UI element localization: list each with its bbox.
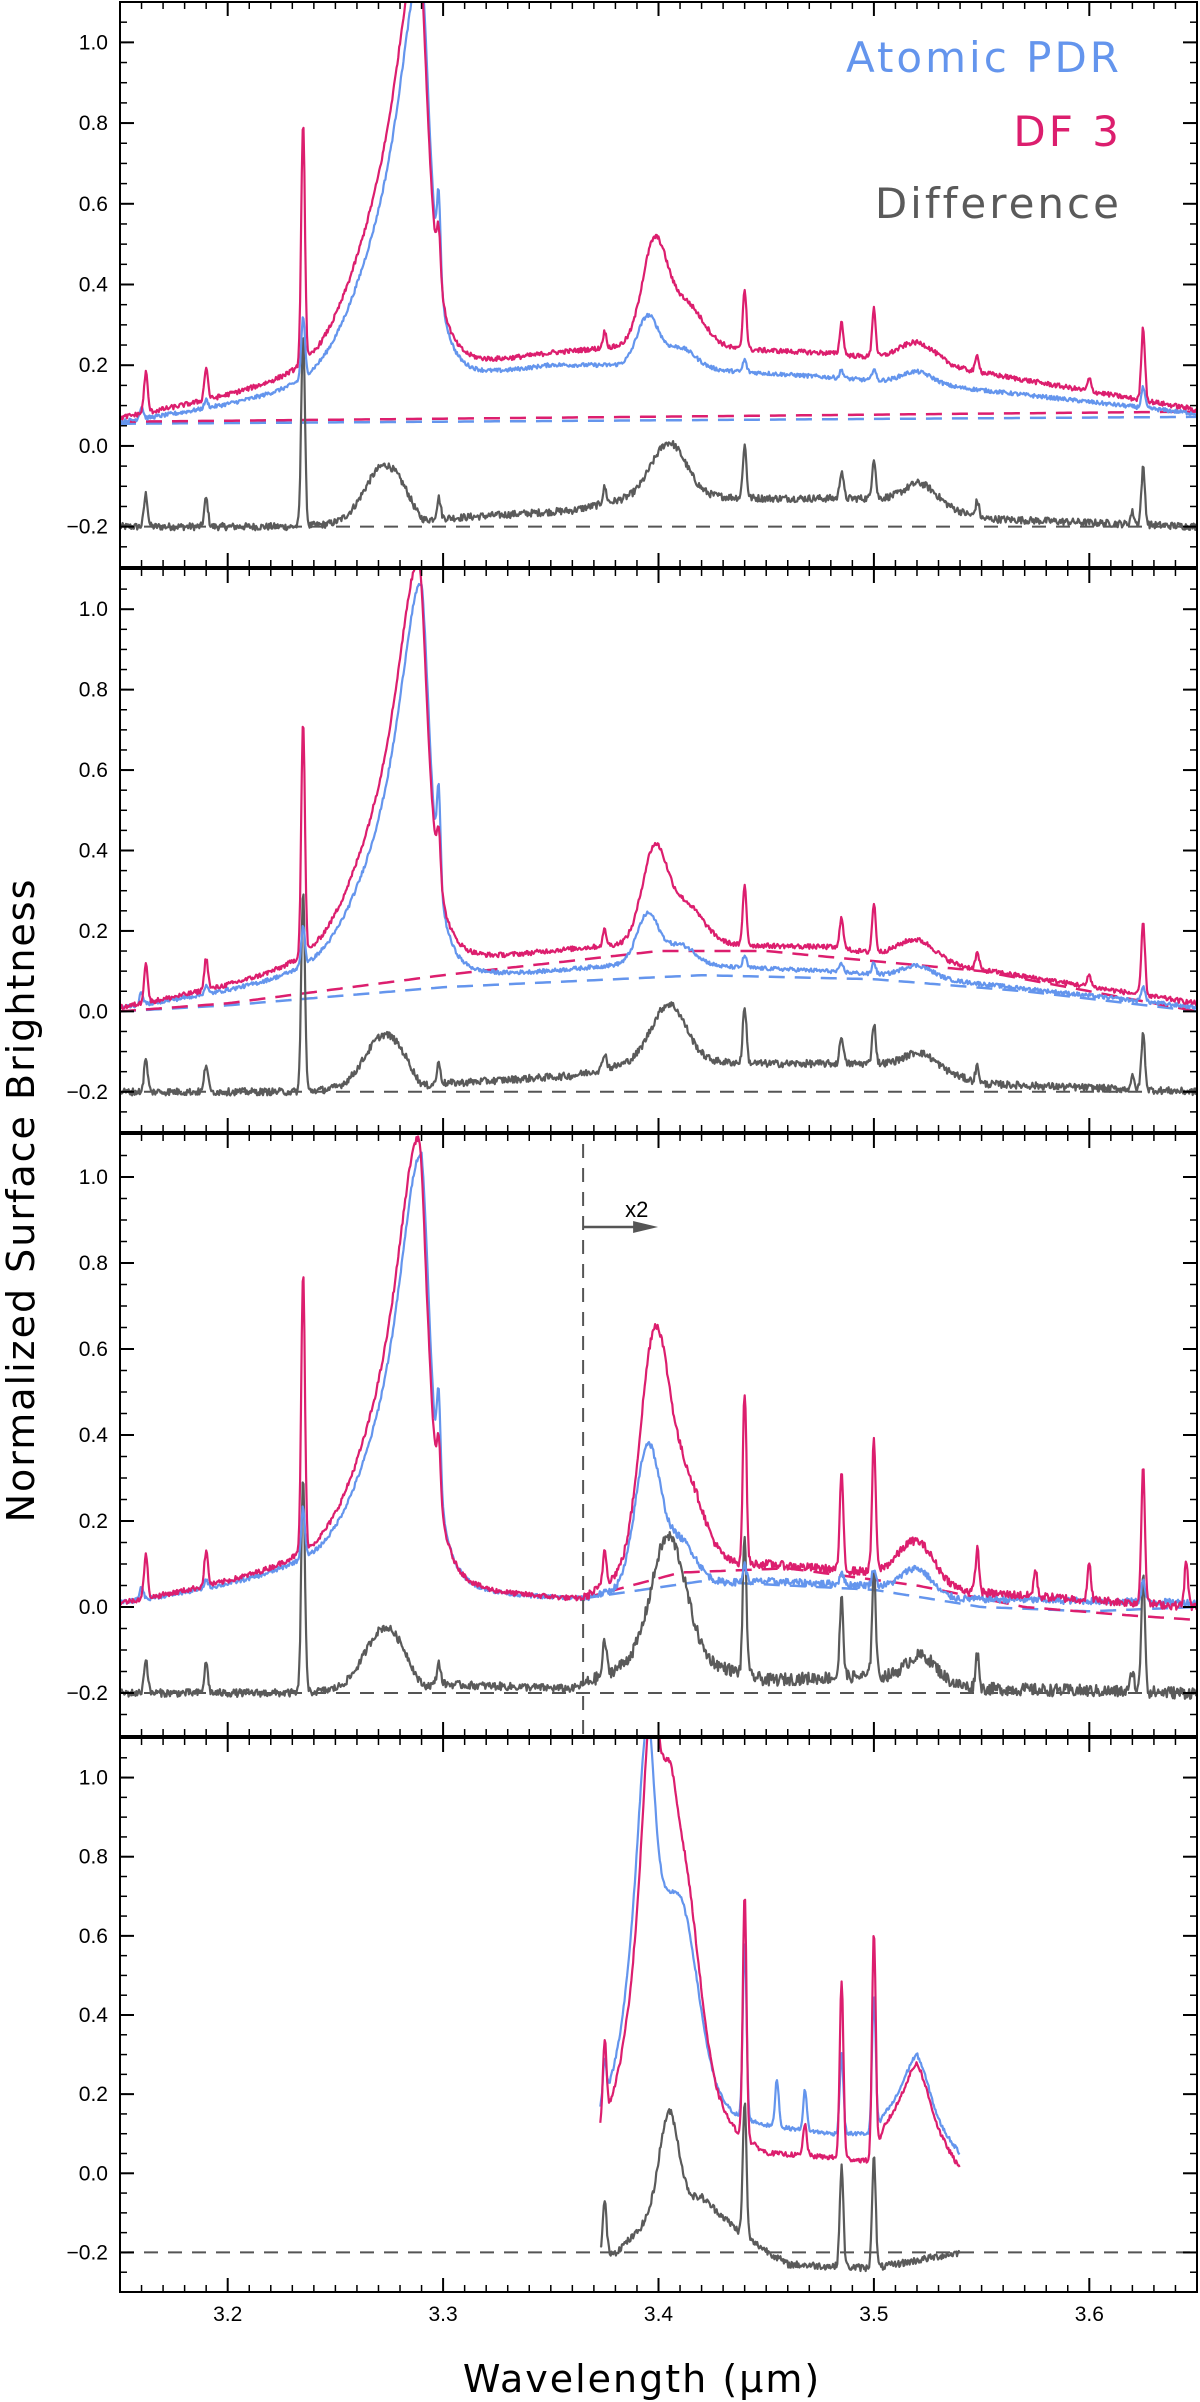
panel-2: −0.2 0.0 0.2 0.4 0.6 0.8 1.0 — [67, 568, 1198, 1133]
legend: Atomic PDR DF 3 Difference — [846, 33, 1122, 228]
panel-1-ytick-label: 0.2 — [79, 354, 108, 377]
panel-1-continuum — [120, 410, 1197, 528]
panel-2-atomic-pdr-series — [120, 582, 1197, 1010]
panel-4: −0.2 0.0 0.2 0.4 0.6 0.8 1.0 — [67, 1737, 1198, 2293]
x-axis-title: Wavelength (μm) — [463, 2357, 821, 2401]
panel-3-ytick-label: 0.6 — [79, 1338, 108, 1361]
panel-4-ytick-label: 0.8 — [79, 1846, 108, 1869]
panel-4-ytick-label: 0.6 — [79, 1925, 108, 1948]
panel-4-ytick-label: 0.4 — [79, 2004, 109, 2027]
panel-4-spectra — [599, 1738, 961, 2273]
panel-1-axes: −0.2 0.0 0.2 0.4 0.6 0.8 1.0 — [67, 1, 1198, 568]
legend-difference: Difference — [875, 179, 1122, 228]
panel-2-df3-series — [120, 569, 1197, 1010]
panel-1-df3-series — [120, 2, 1197, 421]
panel-3: −0.2 0.0 0.2 0.4 0.6 0.8 1.0 x2 — [67, 1133, 1198, 1737]
panel-3-ytick-label: 0.4 — [79, 1424, 109, 1447]
panel-3-ytick-label: 0.2 — [79, 1510, 108, 1533]
scale-arrow-head — [633, 1221, 659, 1233]
panel-2-ytick-label: 0.8 — [79, 679, 108, 702]
panel-3-ytick-label: −0.2 — [67, 1682, 108, 1705]
panel-3-axes: −0.2 0.0 0.2 0.4 0.6 0.8 1.0 — [67, 1133, 1198, 1737]
panel-4-frame — [119, 1737, 1198, 2293]
panel-3-continuum — [120, 1567, 1197, 1694]
panel-1-ytick-label: 0.6 — [79, 193, 108, 216]
x-tick-labels: 3.2 3.3 3.4 3.5 3.6 — [213, 2303, 1104, 2326]
panel-1-ytick-label: 1.0 — [79, 31, 108, 54]
panel-4-df3-series — [599, 1738, 961, 2168]
panel-3-atomic-pdr-series — [120, 1151, 1197, 1607]
legend-atomic-pdr: Atomic PDR — [846, 33, 1122, 82]
panel-2-ytick-label: −0.2 — [67, 1081, 108, 1104]
panel-3-ytick-label: 0.8 — [79, 1252, 108, 1275]
panel-2-ytick-label: 0.4 — [79, 840, 109, 863]
panel-2-ytick-label: 0.0 — [79, 1000, 108, 1023]
panel-1-ytick-label: −0.2 — [67, 516, 108, 539]
panel-1-ytick-label: 0.0 — [79, 435, 108, 458]
panel-4-ytick-label: 0.2 — [79, 2083, 108, 2106]
panel-2-ytick-label: 1.0 — [79, 598, 108, 621]
xtick-label: 3.6 — [1075, 2303, 1104, 2326]
panel-4-ytick-label: 0.0 — [79, 2162, 108, 2185]
panel-3-difference-series — [120, 1481, 1197, 1700]
scale-annotation: x2 — [582, 1144, 659, 1736]
panel-2-continuum — [120, 949, 1197, 1093]
panel-3-pdr-continuum — [582, 1580, 1195, 1613]
panel-1-spectra — [120, 2, 1197, 532]
y-axis-title: Normalized Surface Brightness — [0, 878, 43, 1523]
legend-df3: DF 3 — [1013, 107, 1122, 156]
panel-3-ytick-label: 1.0 — [79, 1166, 108, 1189]
panel-4-ytick-label: −0.2 — [67, 2241, 108, 2264]
panel-3-spectra — [120, 1135, 1197, 1700]
xtick-label: 3.5 — [859, 2303, 888, 2326]
panel-2-ytick-label: 0.6 — [79, 759, 108, 782]
panel-3-df3-series — [120, 1135, 1197, 1612]
xtick-label: 3.2 — [213, 2303, 242, 2326]
panel-2-ytick-label: 0.2 — [79, 920, 108, 943]
panel-2-difference-series — [120, 893, 1197, 1097]
panel-4-difference-series — [599, 2102, 961, 2273]
panel-4-atomic-pdr-series — [599, 1738, 961, 2156]
panel-1-df3-continuum — [120, 410, 1197, 423]
panel-1: −0.2 0.0 0.2 0.4 0.6 0.8 1.0 Atomic PDR DF 3 D… — [67, 1, 1198, 568]
panel-3-frame — [119, 1133, 1198, 1737]
panel-2-pdr-continuum — [120, 973, 1197, 1013]
panel-3-ytick-label: 0.0 — [79, 1596, 108, 1619]
panel-2-df3-continuum — [120, 949, 1197, 1013]
xtick-label: 3.4 — [644, 2303, 674, 2326]
panel-1-difference-series — [120, 337, 1197, 532]
xtick-label: 3.3 — [428, 2303, 457, 2326]
panel-1-ytick-label: 0.8 — [79, 112, 108, 135]
panel-1-pdr-continuum — [120, 415, 1197, 425]
panel-1-atomic-pdr-series — [120, 2, 1197, 425]
panel-3-df3-continuum — [582, 1567, 1195, 1622]
panel-2-frame — [119, 568, 1198, 1133]
panel-1-frame — [119, 1, 1198, 568]
panel-4-ytick-label: 1.0 — [79, 1767, 108, 1790]
panel-2-axes: −0.2 0.0 0.2 0.4 0.6 0.8 1.0 — [67, 568, 1198, 1133]
panel-2-spectra — [120, 569, 1197, 1097]
scale-factor-label: x2 — [625, 1197, 648, 1222]
panel-1-ytick-label: 0.4 — [79, 274, 109, 297]
panel-4-axes: −0.2 0.0 0.2 0.4 0.6 0.8 1.0 — [67, 1737, 1198, 2293]
